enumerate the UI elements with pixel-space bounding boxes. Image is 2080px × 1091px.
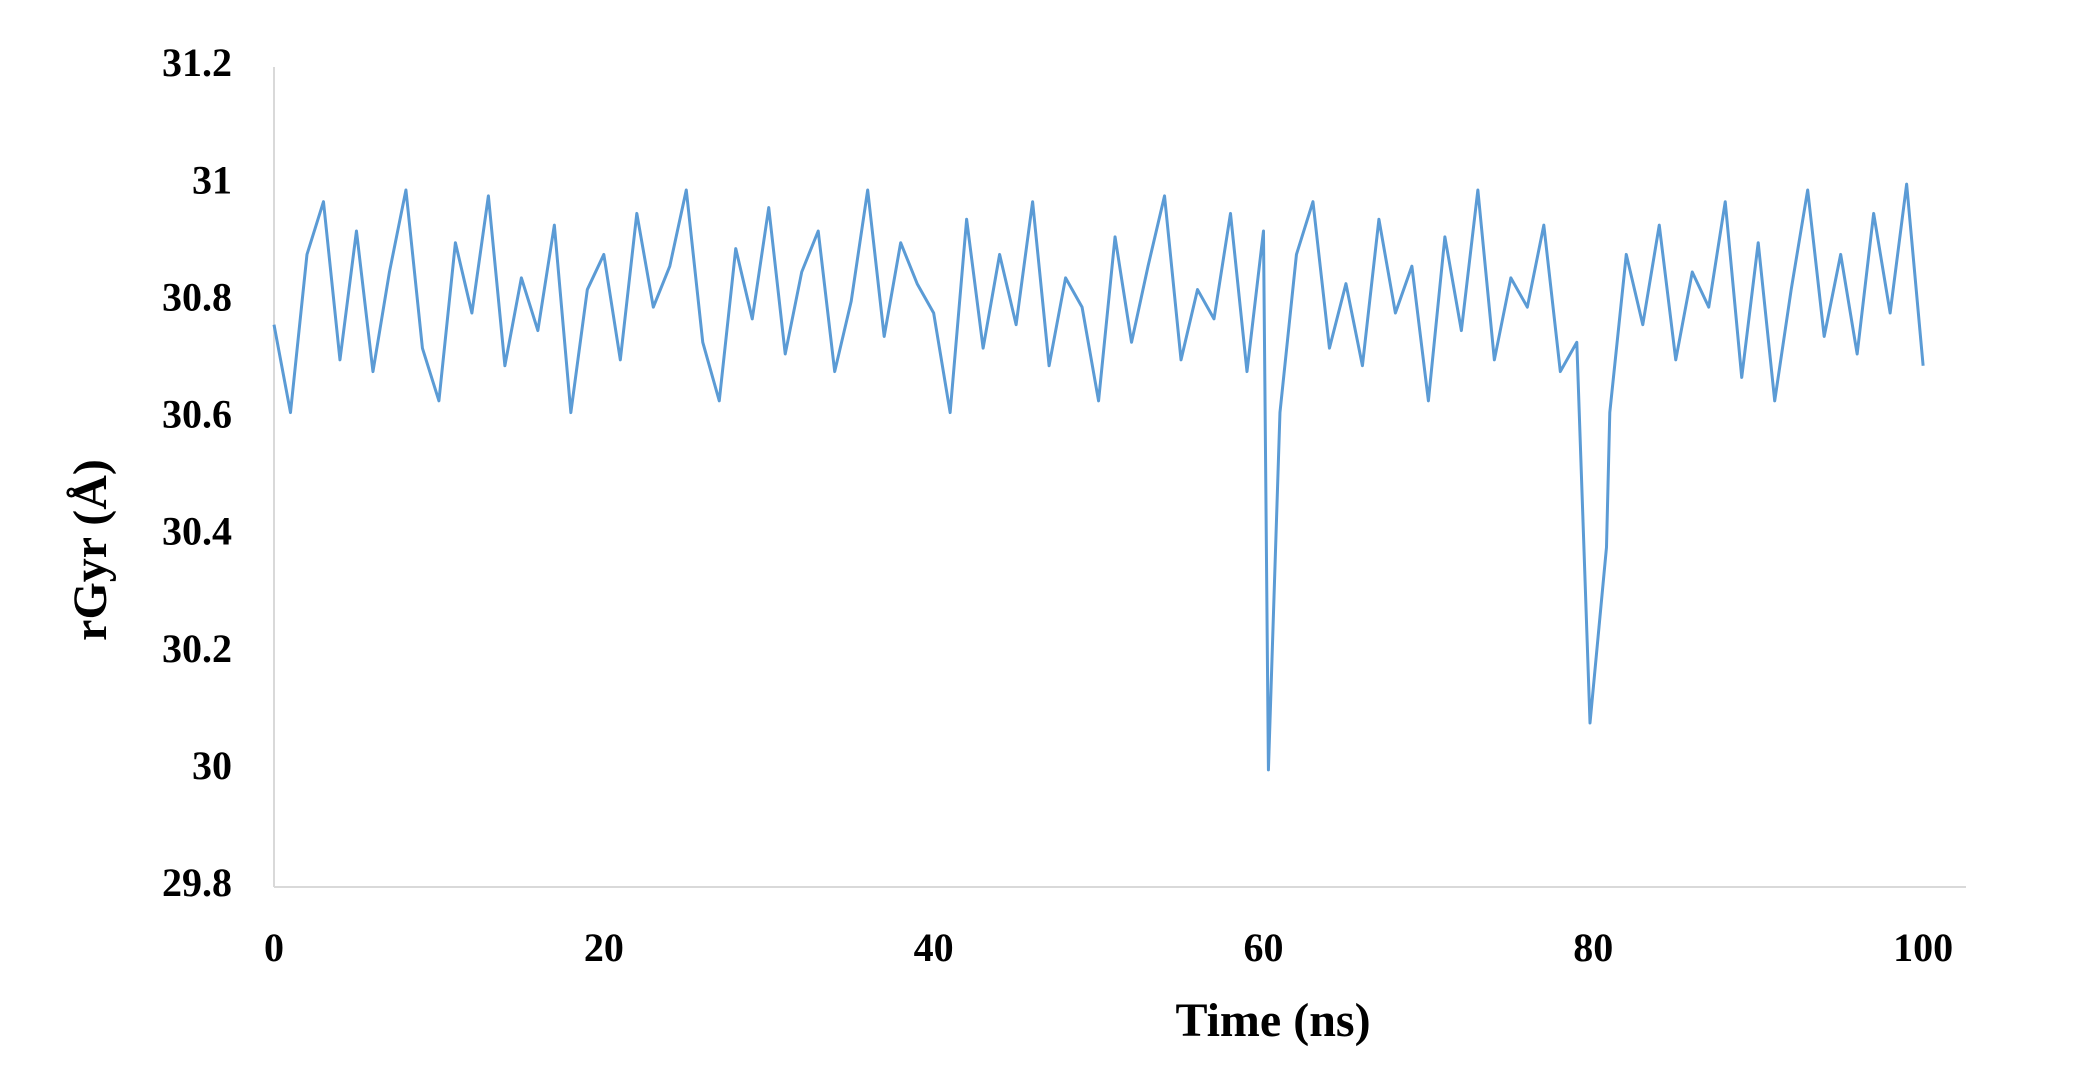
- y-tick-label: 30.6: [162, 392, 232, 437]
- x-tick-label: 100: [1893, 925, 1953, 970]
- data-line: [272, 182, 1925, 772]
- y-tick-label: 29.8: [162, 860, 232, 905]
- y-tick-label: 30.8: [162, 274, 232, 319]
- y-tick-label: 30: [192, 743, 232, 788]
- y-axis-title: rGyr (Å): [64, 459, 117, 641]
- x-tick-label: 20: [584, 925, 624, 970]
- y-tick-label: 30.4: [162, 509, 232, 554]
- x-tick-label: 0: [264, 925, 284, 970]
- x-tick-label: 40: [914, 925, 954, 970]
- y-tick-label: 31: [192, 157, 232, 202]
- y-tick-label: 31.2: [162, 40, 232, 85]
- y-tick-label: 30.2: [162, 626, 232, 671]
- x-tick-label: 80: [1573, 925, 1613, 970]
- x-tick-label: 60: [1243, 925, 1283, 970]
- x-axis-title: Time (ns): [1175, 994, 1370, 1047]
